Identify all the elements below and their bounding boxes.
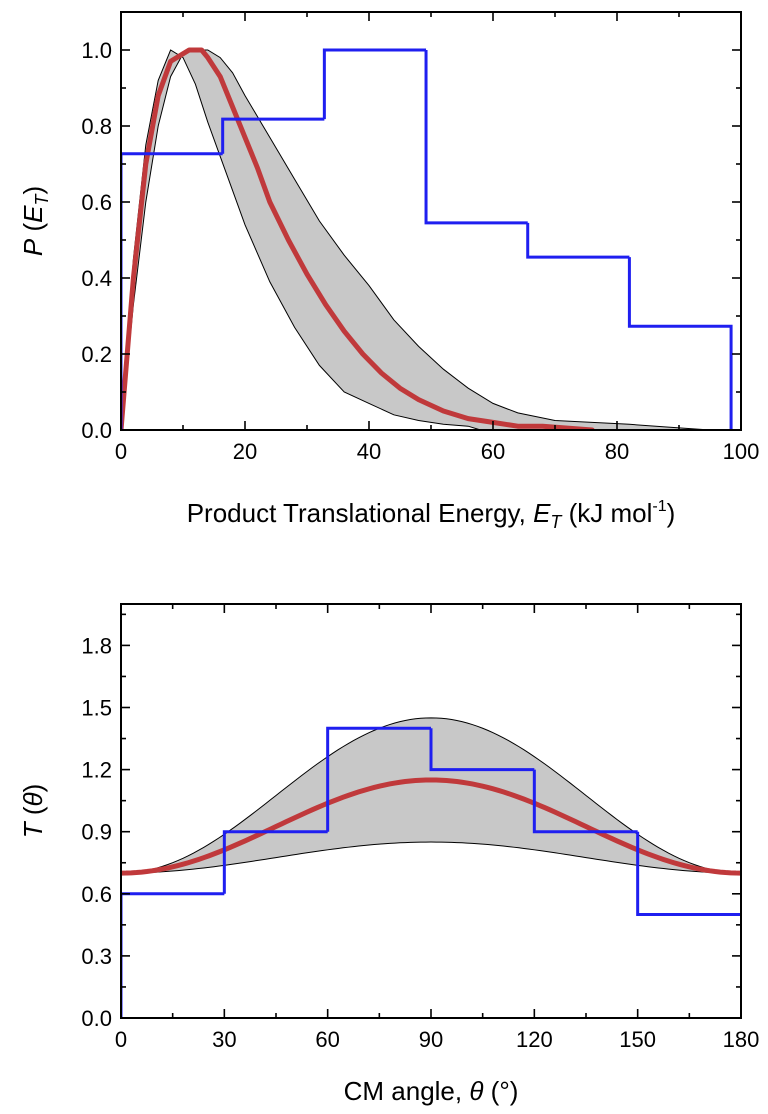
x-tick-label: 90 (419, 1027, 443, 1052)
x-tick-label: 40 (357, 439, 381, 464)
y-tick-label: 1.0 (81, 38, 112, 63)
x-tick-label: 0 (115, 439, 127, 464)
histogram-bin (221, 117, 325, 154)
x-tick-label: 30 (212, 1027, 236, 1052)
x-tick-label: 0 (115, 1027, 127, 1052)
x-tick-label: 60 (315, 1027, 339, 1052)
plot-area (121, 717, 741, 1018)
x-tick-label: 80 (605, 439, 629, 464)
plot-area (121, 47, 733, 430)
best-fit-curve (121, 47, 595, 430)
y-tick-label: 0.6 (81, 882, 112, 907)
y-tick-label: 1.2 (81, 758, 112, 783)
x-axis-title: Product Translational Energy, ET (kJ mol… (187, 498, 676, 532)
angular-distribution-panel: 0 30 60 90 120 150 180 0.0 0.3 0.6 0.9 1.2 1.5 1.8 CM … (18, 603, 760, 1106)
step-histogram (121, 726, 741, 1018)
y-tick-label: 1.5 (81, 696, 112, 721)
x-tick-label: 150 (619, 1027, 656, 1052)
histogram-bin (532, 769, 638, 834)
energy-distribution-panel: 0 20 40 60 80 100 0.0 0.2 0.4 0.6 0.8 1.0 Product Tr… (18, 11, 760, 532)
axis-ticks (120, 604, 742, 1019)
y-tick-label: 0.8 (81, 114, 112, 139)
y-tick-label: 0.4 (81, 266, 112, 291)
histogram-bin (322, 48, 427, 120)
step-histogram (121, 48, 733, 430)
y-tick-label: 1.8 (81, 633, 112, 658)
histogram-bin (636, 831, 741, 916)
x-tick-label: 120 (516, 1027, 553, 1052)
uncertainty-band (121, 49, 711, 430)
y-tick-label: 0.0 (81, 418, 112, 443)
histogram-bin (526, 222, 630, 259)
y-tick-label: 0.9 (81, 820, 112, 845)
histogram-bin (424, 50, 528, 225)
y-tick-label: 0.3 (81, 944, 112, 969)
y-axis-title: T (θ) (18, 784, 48, 839)
histogram-bin (121, 152, 223, 430)
histogram-bin (627, 257, 733, 430)
x-tick-label: 100 (723, 439, 760, 464)
histogram-bin (121, 892, 225, 1018)
histogram-bin (326, 726, 431, 832)
x-tick-label: 60 (481, 439, 505, 464)
x-tick-label: 180 (723, 1027, 760, 1052)
x-tick-label: 20 (233, 439, 257, 464)
y-tick-label: 0.0 (81, 1006, 112, 1031)
histogram-bin (429, 728, 535, 772)
y-axis-title: P (ET) (18, 186, 52, 256)
x-axis-title: CM angle, θ (°) (344, 1076, 519, 1106)
axis-ticks (120, 11, 742, 431)
y-tick-label: 0.2 (81, 342, 112, 367)
y-tick-label: 0.6 (81, 190, 112, 215)
histogram-bin (222, 830, 328, 894)
